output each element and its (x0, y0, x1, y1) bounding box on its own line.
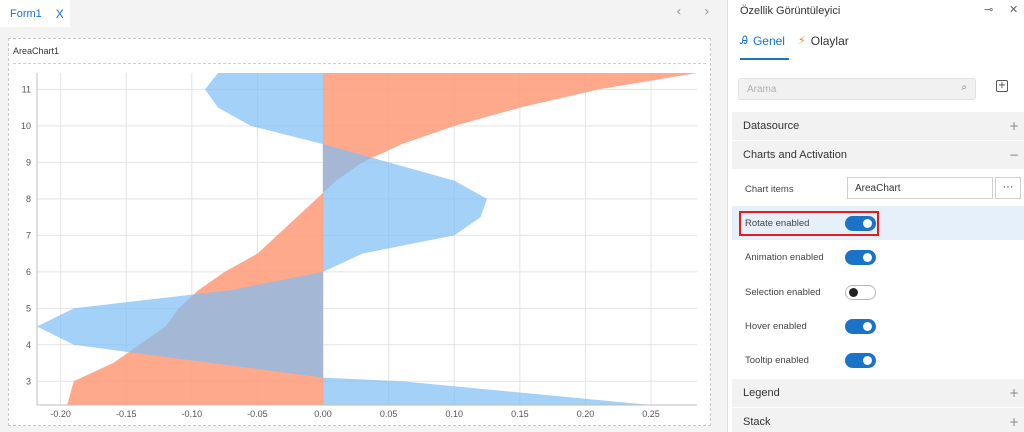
prop-label: Selection enabled (745, 286, 821, 298)
prop-label: Tooltip enabled (745, 354, 809, 366)
category-label: Stack (743, 416, 771, 428)
toggle-knob (863, 322, 872, 331)
prop-label: Animation enabled (745, 251, 824, 263)
tab-form1[interactable]: Form1 X (0, 0, 70, 27)
rotate-toggle[interactable] (845, 216, 876, 231)
chevron-left-icon[interactable]: ‹ (676, 4, 682, 20)
tab-general[interactable]: Ꭿ Genel (740, 34, 789, 60)
animation-toggle[interactable] (845, 250, 876, 265)
chart-items-field[interactable]: AreaChart (847, 177, 993, 199)
y-tick-label: 4 (26, 340, 31, 350)
search-icon[interactable]: ⌕ (961, 82, 967, 93)
x-tick-label: -0.10 (182, 409, 203, 419)
x-tick-label: 0.20 (577, 409, 595, 419)
expand-icon[interactable]: + (1008, 119, 1019, 133)
form-canvas[interactable]: AreaChart1 -0.20 -0.15 -0.10 -0.05 0.00 0.05 0… (8, 38, 711, 426)
prop-selection-enabled[interactable]: Selection enabled (732, 275, 1024, 309)
selection-toggle[interactable] (845, 285, 876, 300)
x-tick-label: 0.00 (314, 409, 332, 419)
toggle-knob (849, 288, 858, 297)
category-label: Datasource (743, 120, 800, 132)
designer-area: Form1 X ‹ › AreaChart1 -0.20 -0.15 -0.10 -0… (0, 0, 727, 432)
y-tick-label: 5 (26, 303, 31, 313)
prop-tooltip-enabled[interactable]: Tooltip enabled (732, 343, 1024, 377)
toggle-knob (863, 356, 872, 365)
y-tick-label: 11 (22, 84, 31, 94)
expand-icon[interactable]: + (1008, 415, 1019, 429)
expand-icon[interactable]: + (1008, 386, 1019, 400)
y-tick-label: 8 (26, 194, 31, 204)
tab-events[interactable]: ⚡ Olaylar (798, 34, 849, 60)
prop-label: Chart items (745, 183, 794, 195)
toggle-knob (863, 219, 872, 228)
area-chart[interactable]: -0.20 -0.15 -0.10 -0.05 0.00 0.05 0.10 0.15 0.20… (13, 65, 707, 421)
y-tick-label: 6 (26, 267, 31, 277)
y-tick-label: 7 (26, 230, 31, 240)
x-tick-label: -0.15 (116, 409, 137, 419)
tab-form1-label: Form1 (10, 7, 42, 20)
document-tab-bar: Form1 X ‹ › (0, 0, 727, 27)
search-input[interactable] (739, 79, 939, 100)
x-tick-label: 0.05 (380, 409, 398, 419)
search-box: ⌕ (738, 78, 976, 100)
category-datasource[interactable]: Datasource + (732, 112, 1024, 140)
prop-label: Hover enabled (745, 320, 807, 332)
x-tick-label: 0.25 (642, 409, 660, 419)
toggle-knob (863, 253, 872, 262)
category-label: Charts and Activation (743, 149, 847, 161)
chevron-right-icon[interactable]: › (704, 4, 710, 20)
x-tick-label: -0.05 (247, 409, 268, 419)
chart-items-ellipsis-button[interactable]: ··· (995, 177, 1021, 199)
collapse-icon[interactable]: − (1008, 148, 1019, 162)
area-series-2 (37, 73, 652, 405)
prop-hover-enabled[interactable]: Hover enabled (732, 309, 1024, 343)
x-tick-label: -0.20 (50, 409, 71, 419)
chart-separator (13, 63, 706, 64)
events-icon: ⚡ (798, 34, 806, 47)
prop-chart-items: Chart items AreaChart ··· (732, 172, 1024, 206)
chart-control-name: AreaChart1 (13, 46, 60, 56)
y-tick-label: 10 (21, 121, 31, 131)
tooltip-toggle[interactable] (845, 353, 876, 368)
y-tick-label: 9 (26, 157, 31, 167)
general-icon: Ꭿ (740, 34, 748, 47)
prop-label: Rotate enabled (745, 217, 810, 229)
category-charts-activation[interactable]: Charts and Activation − (732, 141, 1024, 169)
x-tick-label: 0.10 (445, 409, 463, 419)
category-label: Legend (743, 387, 780, 399)
add-icon[interactable]: + (996, 80, 1008, 92)
category-stack[interactable]: Stack + (732, 408, 1024, 432)
close-icon[interactable]: ✕ (1009, 3, 1019, 16)
panel-title: Özellik Görüntüleyici (740, 5, 841, 17)
category-legend[interactable]: Legend + (732, 379, 1024, 407)
tab-events-label: Olaylar (810, 34, 849, 48)
prop-animation-enabled[interactable]: Animation enabled (732, 240, 1024, 274)
property-viewer-panel: Özellik Görüntüleyici ⊸ ✕ Ꭿ Genel ⚡ Olay… (727, 0, 1024, 432)
x-tick-label: 0.15 (511, 409, 529, 419)
y-tick-label: 3 (26, 376, 31, 386)
highlight-annotation (739, 211, 879, 236)
tab-general-label: Genel (752, 34, 785, 48)
pin-icon[interactable]: ⊸ (984, 3, 994, 16)
hover-toggle[interactable] (845, 319, 876, 334)
close-icon[interactable]: X (55, 6, 64, 21)
